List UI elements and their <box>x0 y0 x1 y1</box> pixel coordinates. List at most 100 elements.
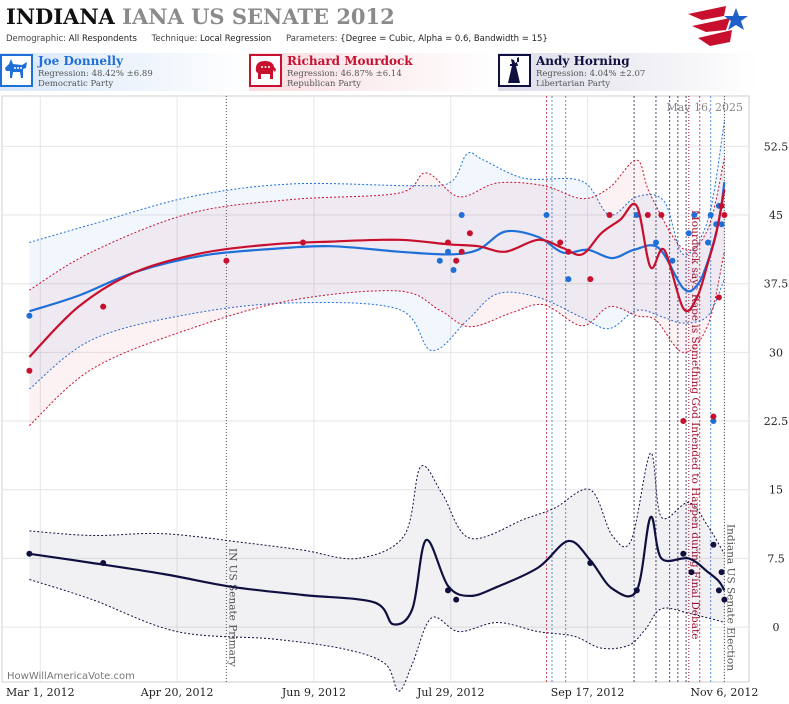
x-tick-label: Nov 6, 2012 <box>690 686 758 699</box>
poll-point-richard-mourdock <box>223 257 230 264</box>
poll-point-richard-mourdock <box>565 248 572 255</box>
poll-point-richard-mourdock <box>445 239 451 246</box>
trend-line-richard-mourdock <box>28 189 726 358</box>
chart-series <box>26 121 728 692</box>
title-state: INDIANA <box>6 4 115 29</box>
poll-point-joe-donnelly <box>669 257 676 264</box>
page-title: INDIANA IANA US SENATE 2012 <box>6 4 395 29</box>
x-tick-label: Jul 29, 2012 <box>416 686 485 699</box>
poll-point-richard-mourdock <box>557 239 564 246</box>
candidate-party: Democratic Party <box>38 79 114 89</box>
poll-point-joe-donnelly <box>450 267 457 273</box>
y-tick-label: 52.5 <box>764 140 789 153</box>
poll-point-richard-mourdock <box>680 418 687 424</box>
poll-point-andy-horning <box>688 569 695 576</box>
y-tick-label: 45 <box>769 209 783 222</box>
lower-bound-joe-donnelly <box>29 278 725 390</box>
event-label: Mourdock says Rape is Something God Inte… <box>689 210 701 639</box>
candidate-regression: Regression: 48.42% ±6.89 <box>38 69 153 79</box>
poll-point-joe-donnelly <box>718 221 725 228</box>
parameters-label: Parameters: <box>285 34 338 44</box>
candidate-name: Joe Donnelly <box>38 54 124 68</box>
poll-point-joe-donnelly <box>26 312 33 319</box>
site-logo-icon <box>688 6 748 46</box>
title-race: IANA US SENATE 2012 <box>122 4 395 29</box>
confidence-band-richard-mourdock <box>29 158 725 426</box>
poll-point-andy-horning <box>453 596 460 603</box>
poll-point-andy-horning <box>715 587 722 594</box>
poll-point-andy-horning <box>680 550 687 557</box>
x-tick-label: Mar 1, 2012 <box>6 686 75 699</box>
candidate-party: Republican Party <box>287 79 361 89</box>
poll-point-joe-donnelly <box>707 212 714 218</box>
y-tick-label: 37.5 <box>764 278 789 291</box>
trend-line-joe-donnelly <box>29 181 726 313</box>
chart-grid <box>1 95 750 683</box>
poll-point-andy-horning <box>100 560 107 566</box>
technique-label: Technique: <box>151 34 198 44</box>
poll-point-joe-donnelly <box>710 418 717 424</box>
poll-point-joe-donnelly <box>445 248 451 255</box>
candidate-legend: Joe Donnelly Regression: 48.42% ±6.89 De… <box>0 53 789 93</box>
poll-point-joe-donnelly <box>685 230 692 237</box>
poll-point-andy-horning <box>710 541 717 548</box>
y-tick-label: 30 <box>769 346 783 359</box>
technique-value: Local Regression <box>200 34 272 44</box>
donkey-icon <box>0 54 33 87</box>
poll-point-richard-mourdock <box>26 367 33 374</box>
demographic-value: All Respondents <box>68 34 137 44</box>
poll-point-richard-mourdock <box>710 413 717 420</box>
chart-axes: 0 7.5 15 22.5 30 37.5 45 52.5 Mar 1, 2012 Apr 20,… <box>6 140 788 699</box>
demographic-label: Demographic: <box>6 34 67 44</box>
candidate-regression: Regression: 46.87% ±6.14 <box>287 69 402 79</box>
parameters-value: {Degree = Cubic, Alpha = 0.6, Bandwidth … <box>340 34 548 44</box>
poll-point-richard-mourdock <box>658 212 665 218</box>
candidate-name: Richard Mourdock <box>287 54 413 68</box>
event-label: Indiana US Senate Election <box>724 524 736 671</box>
liberty-icon <box>498 54 531 87</box>
poll-point-richard-mourdock <box>100 303 107 310</box>
poll-point-richard-mourdock <box>715 294 722 301</box>
x-tick-label: Jun 9, 2012 <box>281 686 346 699</box>
poll-point-joe-donnelly <box>691 212 698 218</box>
y-tick-label: 0 <box>773 621 780 634</box>
x-tick-label: Sep 17, 2012 <box>551 686 625 699</box>
lower-bound-andy-horning <box>29 579 725 692</box>
poll-point-richard-mourdock <box>466 230 473 237</box>
y-tick-label: 15 <box>769 484 783 497</box>
poll-point-richard-mourdock <box>718 202 725 209</box>
plot-area <box>1 95 750 683</box>
poll-point-joe-donnelly <box>436 257 443 264</box>
poll-point-andy-horning <box>718 569 725 576</box>
confidence-band-joe-donnelly <box>29 121 725 389</box>
y-tick-label: 22.5 <box>764 415 789 428</box>
poll-point-richard-mourdock <box>644 212 651 218</box>
poll-point-joe-donnelly <box>705 239 711 246</box>
poll-point-richard-mourdock <box>721 212 728 218</box>
poll-point-andy-horning <box>633 587 640 594</box>
poll-point-joe-donnelly <box>565 276 572 283</box>
candidate-card-mourdock: Richard Mourdock Regression: 46.87% ±6.1… <box>249 53 499 91</box>
poll-point-joe-donnelly <box>543 212 550 218</box>
candidate-name: Andy Horning <box>536 54 630 68</box>
elephant-icon <box>249 54 282 87</box>
candidate-party: Libertarian Party <box>536 79 611 89</box>
poll-point-richard-mourdock <box>300 239 306 246</box>
candidate-card-horning: Andy Horning Regression: 4.04% ±2.07 Lib… <box>498 53 758 91</box>
confidence-band-andy-horning <box>29 452 725 692</box>
poll-point-richard-mourdock <box>606 212 613 218</box>
date-stamp: May 16, 2025 <box>666 101 743 114</box>
y-tick-label: 7.5 <box>767 552 785 565</box>
x-tick-label: Apr 20, 2012 <box>140 686 214 699</box>
poll-point-richard-mourdock <box>458 248 465 255</box>
site-credit: HowWillAmericaVote.com <box>7 671 135 682</box>
poll-point-andy-horning <box>721 596 728 603</box>
poll-point-joe-donnelly <box>653 239 659 246</box>
poll-point-joe-donnelly <box>458 212 465 218</box>
event-markers: IN US Senate Primary Mourdock says Rape i… <box>225 96 736 682</box>
lower-bound-richard-mourdock <box>29 251 725 426</box>
poll-point-richard-mourdock <box>587 276 594 283</box>
poll-point-andy-horning <box>445 587 451 594</box>
poll-point-andy-horning <box>26 550 33 557</box>
